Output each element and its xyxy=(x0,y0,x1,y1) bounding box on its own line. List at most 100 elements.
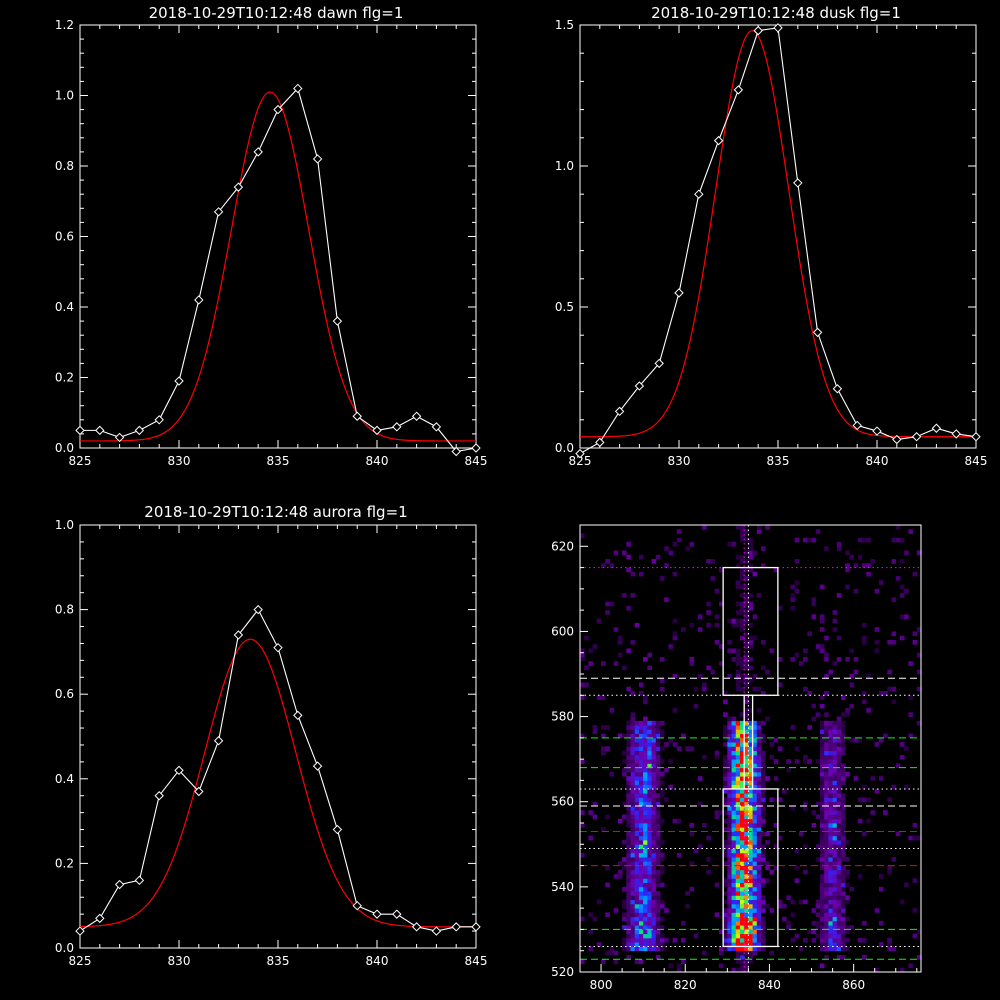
heatmap-cell xyxy=(744,644,749,649)
data-point xyxy=(911,432,922,442)
heatmap-cell xyxy=(630,874,636,879)
heatmap-cell xyxy=(895,763,901,769)
heatmap-cell xyxy=(596,618,602,624)
data-point xyxy=(812,327,823,338)
heatmap-cell xyxy=(832,771,838,777)
heatmap-cell xyxy=(748,567,754,573)
heatmap-cell xyxy=(912,878,918,883)
heatmap-cell xyxy=(630,742,636,747)
heatmap-cell xyxy=(617,874,623,879)
heatmap-cell xyxy=(828,831,833,837)
heatmap-cell xyxy=(727,844,732,849)
heatmap-cell xyxy=(819,788,825,794)
heatmap-cell xyxy=(748,886,754,892)
heatmap-cell xyxy=(655,869,661,875)
heatmap-cell xyxy=(651,933,657,939)
heatmap-cell xyxy=(824,869,829,875)
heatmap-cell xyxy=(832,627,838,632)
heatmap-cell xyxy=(651,750,657,756)
heatmap-cell xyxy=(651,814,657,820)
heatmap-cell xyxy=(752,852,758,858)
heatmap-cell xyxy=(836,865,842,871)
data-point xyxy=(654,358,664,369)
heatmap-cell xyxy=(878,580,884,585)
heatmap-cell xyxy=(769,797,775,803)
heatmap-cell xyxy=(634,823,640,828)
heatmap-cell xyxy=(638,869,644,875)
heatmap-cell xyxy=(752,920,758,926)
heatmap-cell xyxy=(828,891,833,896)
heatmap-cell xyxy=(626,874,631,879)
heatmap-cell xyxy=(702,823,707,828)
heatmap-cell xyxy=(841,814,846,820)
heatmap-cell xyxy=(744,793,749,798)
heatmap-cell xyxy=(845,925,850,930)
heatmap-cell xyxy=(756,529,762,534)
heatmap-cell xyxy=(659,903,665,909)
heatmap-cell xyxy=(735,725,741,730)
heatmap-cell xyxy=(739,656,745,662)
heatmap-cell xyxy=(891,639,897,645)
heatmap-cell xyxy=(752,942,758,947)
heatmap-cell xyxy=(744,831,749,837)
heatmap-cell xyxy=(815,759,821,764)
heatmap-cell xyxy=(634,750,640,756)
heatmap-cell xyxy=(630,797,636,803)
heatmap-cell xyxy=(626,763,631,769)
heatmap-cell xyxy=(714,814,720,820)
heatmap-cell xyxy=(731,720,737,726)
x-tick-label: 840 xyxy=(758,978,781,992)
heatmap-cell xyxy=(626,729,631,734)
heatmap-cell xyxy=(659,771,665,777)
heatmap-cell xyxy=(891,857,897,862)
heatmap-cell xyxy=(655,729,661,734)
heatmap-cell xyxy=(824,742,829,747)
heatmap-cell xyxy=(638,729,644,734)
heatmap-cell xyxy=(647,805,652,811)
heatmap-cell xyxy=(727,865,732,871)
heatmap-cell xyxy=(849,674,855,679)
heatmap-cell xyxy=(630,840,636,845)
heatmap-cell xyxy=(655,780,661,786)
heatmap-cell xyxy=(647,946,652,952)
heatmap-cell xyxy=(857,797,863,803)
heatmap-cell xyxy=(651,874,657,879)
heatmap-cell xyxy=(841,916,846,922)
heatmap-cell xyxy=(748,865,754,871)
heatmap-cell xyxy=(580,810,585,815)
heatmap-cell xyxy=(647,865,652,871)
heatmap-cell xyxy=(841,886,846,892)
heatmap-cell xyxy=(773,567,779,573)
heatmap-cell xyxy=(723,840,728,845)
heatmap-cell xyxy=(731,754,737,760)
heatmap-cell xyxy=(638,725,644,730)
heatmap-cell xyxy=(601,733,606,739)
heatmap-cell xyxy=(891,699,897,705)
heatmap-cell xyxy=(748,656,754,662)
heatmap-cell xyxy=(748,644,754,649)
heatmap-cell xyxy=(739,678,745,683)
heatmap-cell xyxy=(643,720,648,726)
heatmap-cell xyxy=(874,627,880,632)
heatmap-cell xyxy=(659,857,665,862)
heatmap-cell xyxy=(841,942,846,947)
heatmap-cell xyxy=(727,912,732,918)
heatmap-cell xyxy=(630,835,636,841)
heatmap-cell xyxy=(643,797,648,803)
heatmap-cell xyxy=(904,784,909,790)
heatmap-cell xyxy=(630,827,636,832)
heatmap-cell xyxy=(761,805,766,811)
heatmap-cell xyxy=(756,708,762,713)
heatmap-cell xyxy=(832,929,838,935)
heatmap-cell xyxy=(613,908,619,913)
heatmap-cell xyxy=(626,801,631,807)
heatmap-cell xyxy=(647,750,652,756)
heatmap-cell xyxy=(739,763,745,769)
heatmap-cell xyxy=(794,652,800,658)
heatmap-cell xyxy=(828,805,833,811)
heatmap-cell xyxy=(824,954,829,960)
heatmap-cell xyxy=(638,797,644,803)
heatmap-cell xyxy=(731,878,737,883)
heatmap-cell xyxy=(748,767,754,773)
heatmap-cell xyxy=(819,852,825,858)
